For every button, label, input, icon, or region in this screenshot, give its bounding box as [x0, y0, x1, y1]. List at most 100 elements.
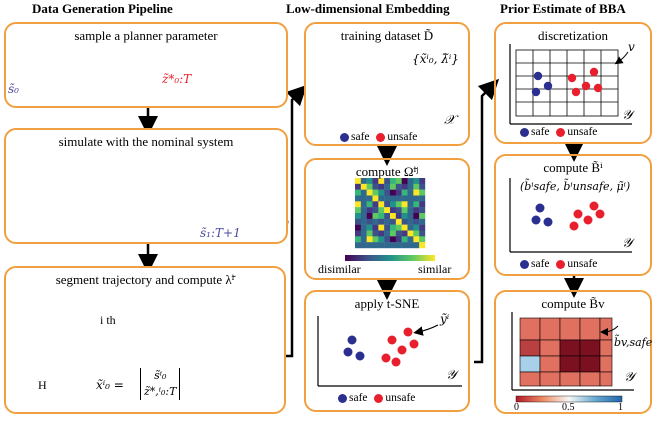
heatmap-cell — [419, 207, 426, 214]
heatmap-cell — [372, 242, 379, 249]
heatmap-cell — [407, 189, 414, 196]
heatmap-cell — [360, 213, 367, 220]
panel-title: compute B̃v — [541, 296, 605, 311]
heatmap-cell — [366, 189, 373, 196]
tsne-legend: safe unsafe — [334, 392, 415, 404]
safe-dot — [338, 393, 347, 403]
connector-pipeline-to-embedding — [285, 84, 308, 358]
unsafe-dot — [376, 132, 386, 142]
b-y-space-label: 𝒴 — [622, 236, 633, 251]
heatmap-cell — [378, 178, 385, 185]
heatmap-cell — [360, 230, 367, 237]
heatmap-cell — [390, 183, 397, 190]
bv-axes — [511, 312, 634, 391]
heatmap-cell — [401, 207, 408, 214]
heatmap-cell — [372, 224, 379, 231]
training-legend: safe unsafe — [336, 131, 417, 143]
heatmap-cell — [384, 201, 391, 208]
heatmap-cell — [390, 201, 397, 208]
heatmap-cell — [401, 230, 408, 237]
heatmap-cell — [407, 178, 414, 185]
unsafe-dot — [374, 393, 384, 403]
heatmap-cell — [413, 178, 420, 185]
heatmap-cell — [355, 195, 362, 202]
heatmap-cell — [355, 242, 362, 249]
heatmap-cell — [419, 195, 426, 202]
heatmap-cell — [390, 218, 397, 225]
heatmap-cell — [395, 224, 402, 231]
heatmap-cell — [401, 178, 408, 185]
panel-title: segment trajectory and compute λ̃ⁱ — [55, 272, 235, 287]
b-scatter — [531, 201, 605, 231]
heatmap-cell — [407, 236, 414, 243]
heatmap-cell — [355, 213, 362, 220]
heatmap-cell — [384, 218, 391, 225]
disc-scatter — [531, 67, 603, 97]
heatmap-cell — [395, 195, 402, 202]
heatmap-cell — [360, 242, 367, 249]
x0-equation: x̃ⁱ₀ = — [96, 378, 124, 392]
heatmap-cell — [360, 218, 367, 225]
panel-simulate: simulate with the nominal system — [4, 128, 288, 244]
heatmap-cell — [395, 218, 402, 225]
heatmap-cell — [366, 242, 373, 249]
legend-safe: safe — [531, 258, 550, 270]
legend-safe: safe — [531, 126, 550, 138]
dataset-set-label: {x̃ⁱ₀, λ̃ⁱ} — [412, 52, 459, 66]
heatmap-cell — [401, 183, 408, 190]
heatmap-cell — [395, 236, 402, 243]
bv-heatmap — [519, 317, 613, 387]
h-label: H — [38, 378, 47, 392]
heatmap-cell — [378, 236, 385, 243]
heatmap-cell — [395, 183, 402, 190]
heatmap-cell — [390, 189, 397, 196]
heatmap-cell — [384, 213, 391, 220]
panel-compute-b: compute B̃ⁱ — [494, 154, 652, 276]
heatmap-cell — [401, 213, 408, 220]
heatmap-cell — [355, 178, 362, 185]
bba-tuple-label: (b̃ⁱsafe, b̃ⁱunsafe, μ̃ⁱ) — [520, 180, 631, 193]
heatmap-cell — [395, 207, 402, 214]
heatmap-cell — [378, 207, 385, 214]
heatmap-cell — [413, 213, 420, 220]
heatmap-cell — [419, 189, 426, 196]
heatmap-cell — [372, 213, 379, 220]
heatmap-cell — [413, 218, 420, 225]
heatmap-cell — [419, 213, 426, 220]
panel-discretization: discretization — [494, 22, 652, 144]
heatmap-cell — [360, 207, 367, 214]
heatmap-cell — [390, 178, 397, 185]
heatmap-cell — [419, 236, 426, 243]
heatmap-cell — [366, 213, 373, 220]
legend-unsafe: unsafe — [567, 258, 598, 270]
heatmap-cell — [355, 189, 362, 196]
heatmap-cell — [390, 207, 397, 214]
disc-y-space-label: 𝒴 — [622, 108, 633, 123]
heatmap-cell — [407, 242, 414, 249]
panel-title: simulate with the nominal system — [58, 134, 234, 149]
heatmap-cell — [355, 236, 362, 243]
y-label: ỹⁱ — [440, 312, 450, 326]
ith-label: i th — [100, 313, 116, 327]
heatmap-cell — [419, 183, 426, 190]
heatmap-cell — [355, 183, 362, 190]
heatmap-cell — [355, 218, 362, 225]
safe-dot — [520, 127, 529, 137]
s0-label: s̃₀ — [8, 82, 19, 96]
heatmap-cell — [413, 207, 420, 214]
heatmap-cell — [419, 201, 426, 208]
heatmap-cell — [395, 242, 402, 249]
safe-dot — [520, 259, 529, 269]
heatmap-cell — [378, 218, 385, 225]
heatmap-cell — [413, 195, 420, 202]
heatmap-cell — [378, 189, 385, 196]
heatmap-cell — [395, 178, 402, 185]
cb-tick-1: 1 — [618, 402, 623, 413]
heatmap-cell — [372, 218, 379, 225]
heatmap-cell — [372, 230, 379, 237]
heatmap-cell — [360, 189, 367, 196]
heatmap-cell — [378, 213, 385, 220]
x-space-label: 𝒳 — [444, 113, 456, 128]
b-legend: safe unsafe — [516, 258, 597, 270]
